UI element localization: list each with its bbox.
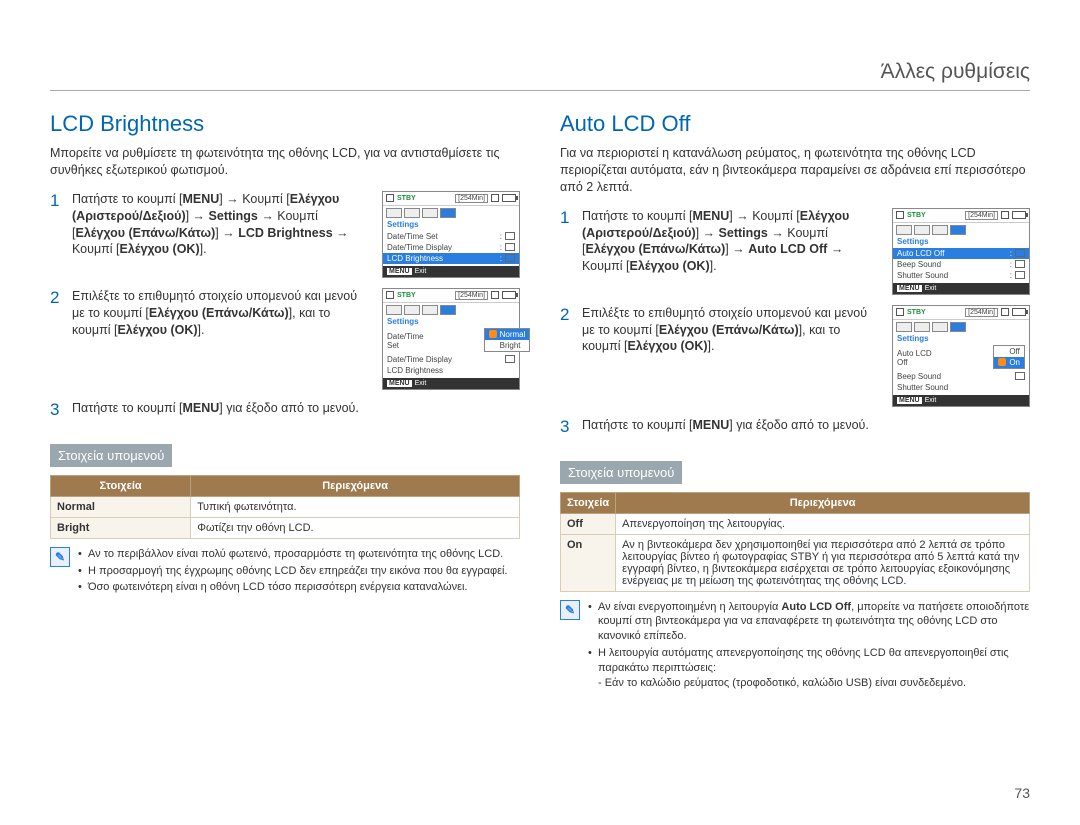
camera-lcd-screenshot: STBY[254Min] Settings Auto LCD Off Off O… xyxy=(892,305,1030,407)
step-text: Επιλέξτε το επιθυμητό στοιχείο υπομενού … xyxy=(72,288,372,390)
step: 2 Επιλέξτε το επιθυμητό στοιχείο υπομενο… xyxy=(560,305,1030,407)
submenu-table: ΣτοιχείαΠεριεχόμενα NormalΤυπική φωτεινό… xyxy=(50,475,520,539)
right-column: Auto LCD Off Για να περιοριστεί η κατανά… xyxy=(560,111,1030,693)
step-number: 1 xyxy=(560,208,574,295)
step: 1 Πατήστε το κουμπί [MENU] → Κουμπί [Ελέ… xyxy=(560,208,1030,295)
intro-left: Μπορείτε να ρυθμίσετε τη φωτεινότητα της… xyxy=(50,145,520,179)
section-title-lcd-brightness: LCD Brightness xyxy=(50,111,520,137)
sub-heading: Στοιχεία υπομενού xyxy=(560,461,682,484)
step-number: 1 xyxy=(50,191,64,278)
step-text: Επιλέξτε το επιθυμητό στοιχείο υπομενού … xyxy=(582,305,882,407)
step-text: Πατήστε το κουμπί [MENU] → Κουμπί [Ελέγχ… xyxy=(582,208,882,295)
step: 1 Πατήστε το κουμπί [MENU] → Κουμπί [Ελέ… xyxy=(50,191,520,278)
page-number: 73 xyxy=(1014,785,1030,801)
camera-lcd-screenshot: STBY[254Min] Settings Date/Time Set Norm… xyxy=(382,288,520,390)
intro-right: Για να περιοριστεί η κατανάλωση ρεύματος… xyxy=(560,145,1030,196)
left-column: LCD Brightness Μπορείτε να ρυθμίσετε τη … xyxy=(50,111,520,693)
note-icon: ✎ xyxy=(560,600,580,620)
step-number: 2 xyxy=(560,305,574,407)
step: 3 Πατήστε το κουμπί [MENU] για έξοδο από… xyxy=(50,400,520,420)
step: 2 Επιλέξτε το επιθυμητό στοιχείο υπομενο… xyxy=(50,288,520,390)
page-header: Άλλες ρυθμίσεις xyxy=(50,60,1030,91)
step-number: 3 xyxy=(50,400,64,420)
note-icon: ✎ xyxy=(50,547,70,567)
sub-heading: Στοιχεία υπομενού xyxy=(50,444,172,467)
camera-lcd-screenshot: STBY[254Min] Settings Date/Time Set: Dat… xyxy=(382,191,520,278)
note-block: ✎ Αν το περιβάλλον είναι πολύ φωτεινό, π… xyxy=(50,547,520,598)
submenu-table: ΣτοιχείαΠεριεχόμενα OffΑπενεργοποίηση τη… xyxy=(560,492,1030,592)
step-text: Πατήστε το κουμπί [MENU] → Κουμπί [Ελέγχ… xyxy=(72,191,372,278)
step-number: 2 xyxy=(50,288,64,390)
section-title-auto-lcd-off: Auto LCD Off xyxy=(560,111,1030,137)
note-block: ✎ Αν είναι ενεργοποιημένη η λειτουργία A… xyxy=(560,600,1030,693)
step-text: Πατήστε το κουμπί [MENU] για έξοδο από τ… xyxy=(72,400,520,420)
step-number: 3 xyxy=(560,417,574,437)
step-text: Πατήστε το κουμπί [MENU] για έξοδο από τ… xyxy=(582,417,1030,437)
camera-lcd-screenshot: STBY[254Min] Settings Auto LCD Off: Beep… xyxy=(892,208,1030,295)
step: 3 Πατήστε το κουμπί [MENU] για έξοδο από… xyxy=(560,417,1030,437)
